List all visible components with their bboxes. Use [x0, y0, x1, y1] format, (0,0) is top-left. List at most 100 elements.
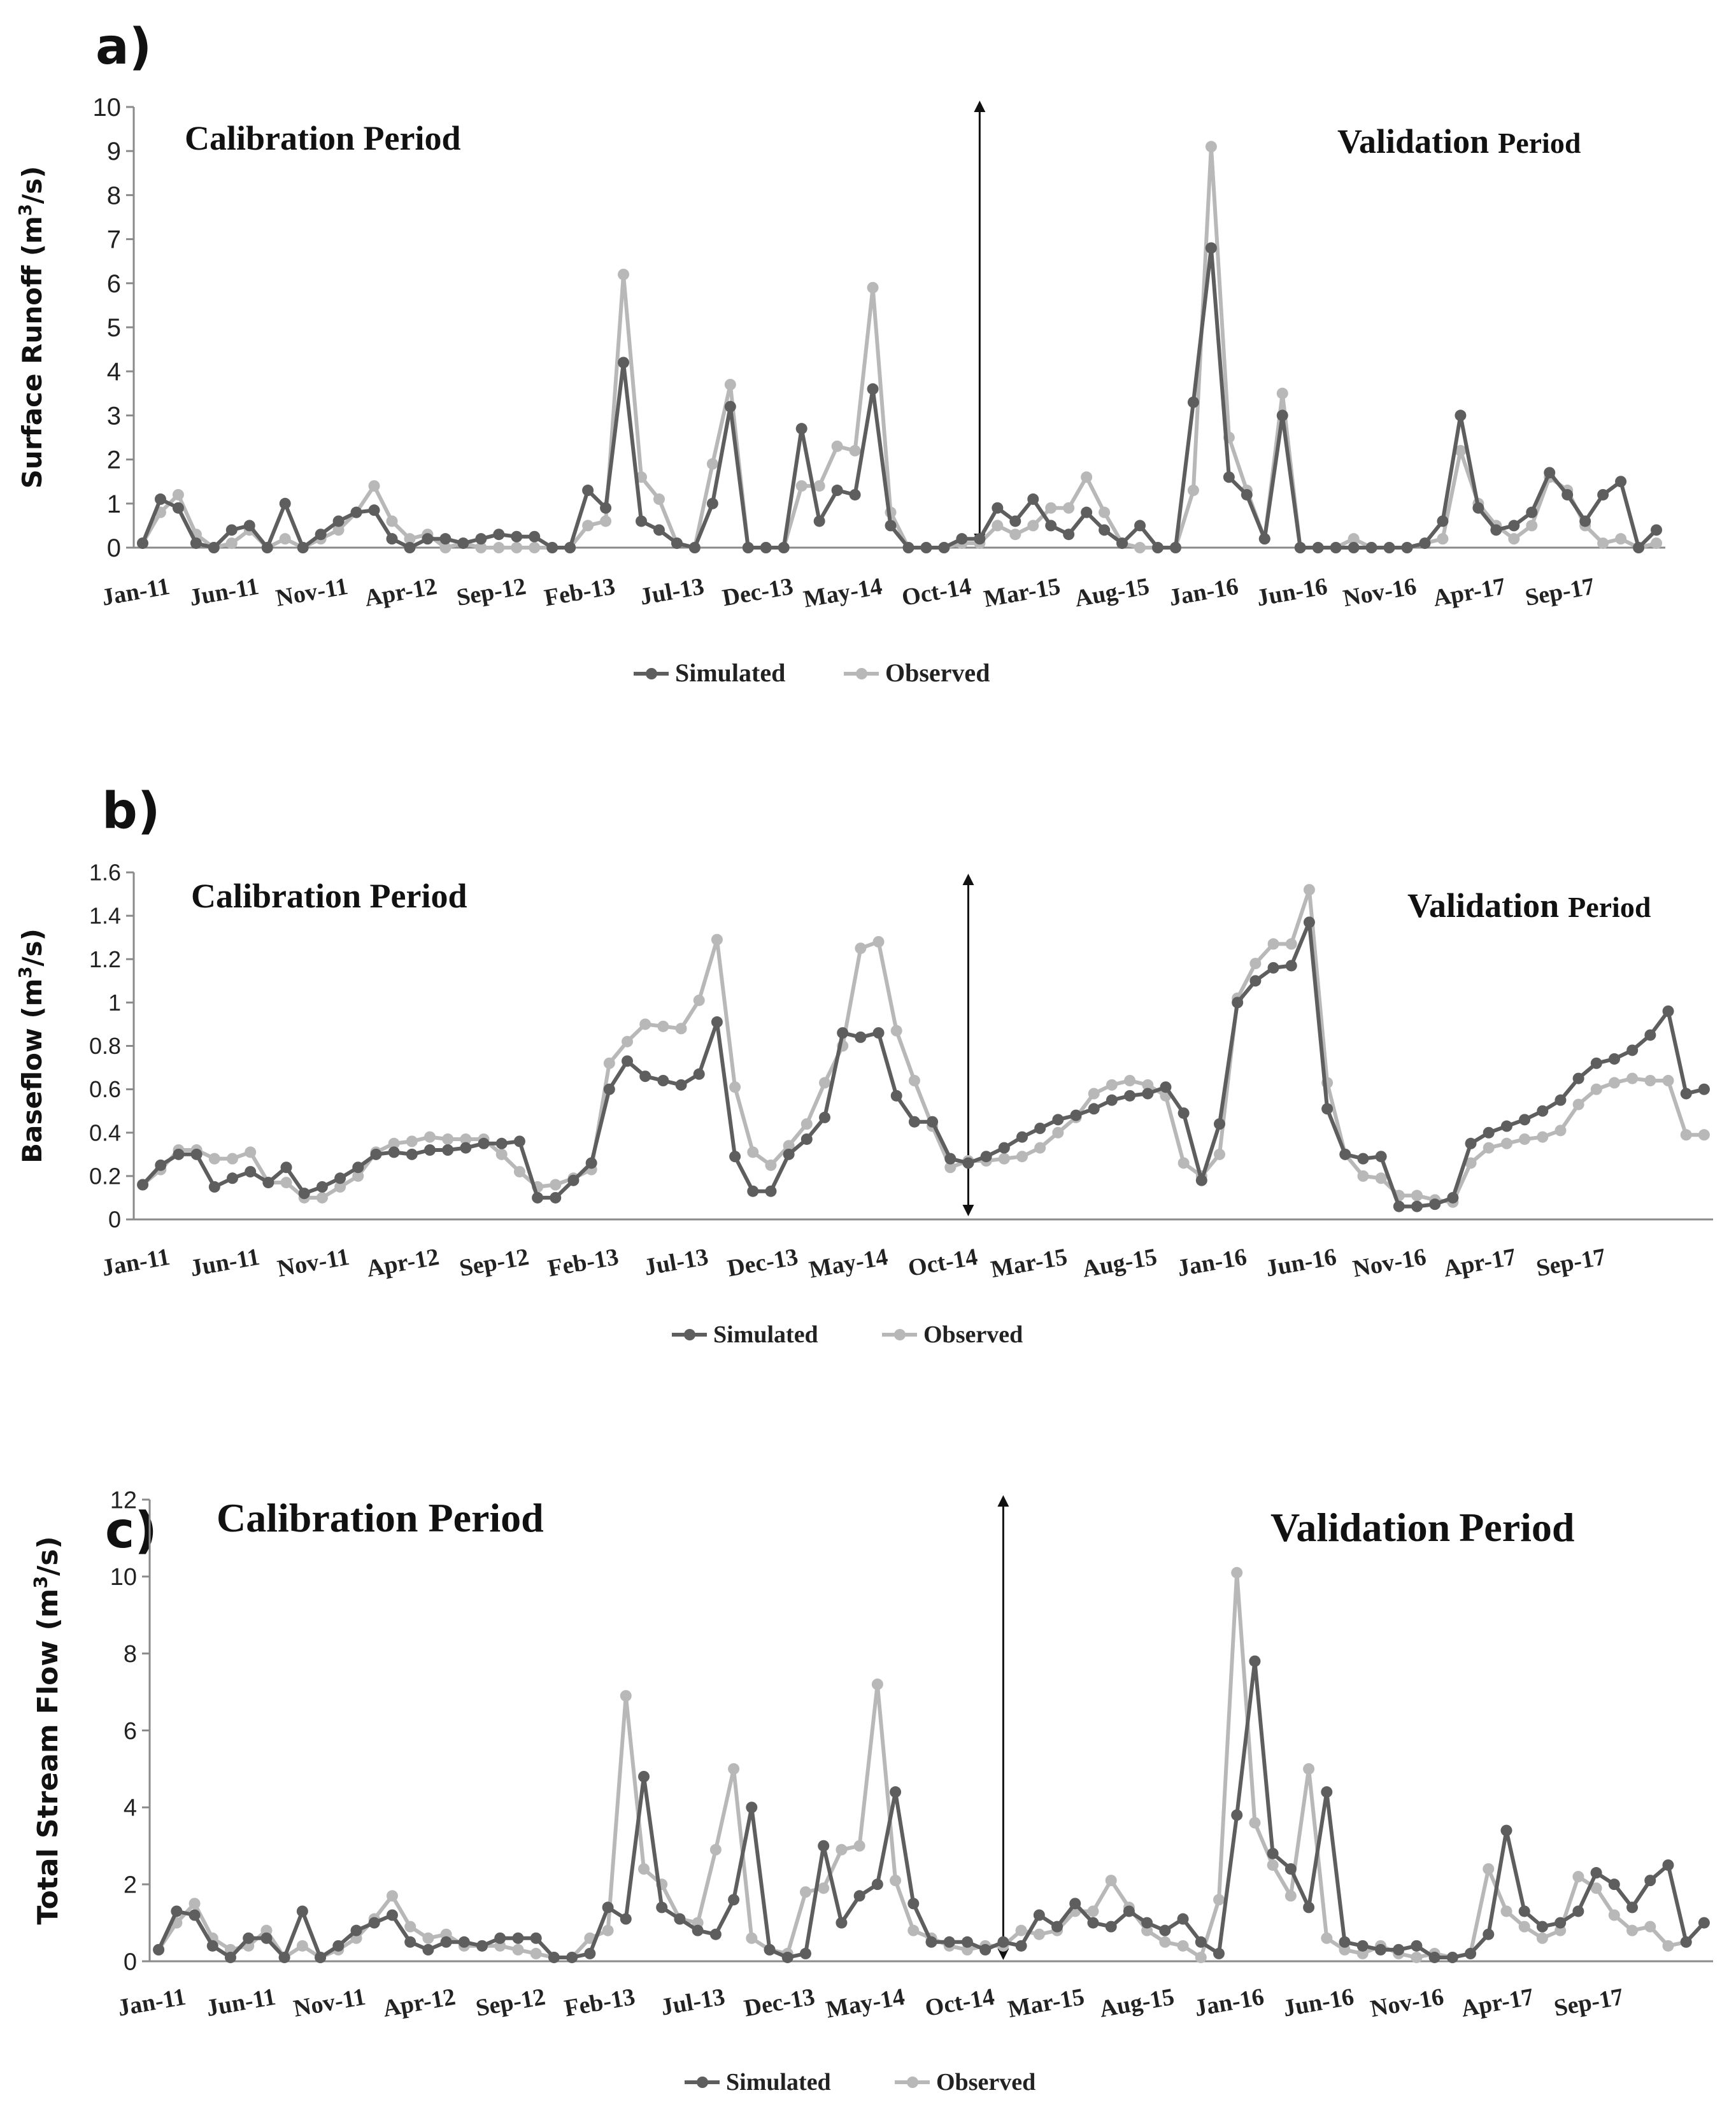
y-axis-title-main: Surface Runoff (m — [17, 216, 48, 488]
legend: Simulated Observed — [672, 1321, 1023, 1348]
data-point-simulated — [1051, 1921, 1064, 1933]
data-point-simulated — [600, 502, 612, 514]
data-point-simulated — [1483, 1126, 1495, 1139]
data-point-simulated — [1249, 1655, 1261, 1667]
data-point-simulated — [1187, 396, 1199, 408]
legend-swatch-marker — [684, 1329, 695, 1340]
data-point-simulated — [511, 530, 523, 543]
data-point-observed — [1519, 1133, 1531, 1145]
x-tick-label: Jun-11 — [188, 1244, 261, 1282]
data-point-observed — [1016, 1151, 1028, 1163]
data-point-observed — [1537, 1131, 1549, 1143]
data-point-simulated — [1536, 1921, 1548, 1933]
data-point-observed — [890, 1025, 902, 1037]
data-point-simulated — [962, 1157, 974, 1169]
data-point-simulated — [961, 1936, 973, 1948]
data-point-simulated — [190, 1148, 203, 1160]
data-point-observed — [1249, 1817, 1261, 1829]
y-tick-label: 6 — [124, 1718, 137, 1745]
data-point-observed — [1159, 1936, 1171, 1948]
period-word: Period — [1568, 891, 1651, 923]
y-axis-title-tail: /s) — [32, 1536, 64, 1575]
data-point-observed — [944, 1161, 957, 1174]
data-point-simulated — [1330, 542, 1342, 553]
data-point-simulated — [386, 1909, 398, 1921]
data-point-simulated — [927, 1116, 939, 1128]
validation-word: Validation — [1337, 122, 1489, 160]
calibration-period-label: Calibration Period — [185, 119, 460, 157]
data-point-simulated — [315, 1951, 327, 1963]
series-simulated — [136, 242, 1663, 553]
data-point-simulated — [243, 520, 255, 532]
x-tick-label: Jan-16 — [1193, 1984, 1266, 2022]
data-point-simulated — [352, 1161, 364, 1174]
data-point-observed — [1590, 1083, 1602, 1095]
data-point-observed — [296, 1940, 308, 1952]
data-point-observed — [693, 994, 705, 1006]
data-point-simulated — [1356, 1940, 1369, 1952]
data-point-observed — [1081, 471, 1093, 483]
data-point-simulated — [224, 1951, 236, 1963]
data-point-observed — [1572, 1871, 1584, 1883]
data-point-simulated — [709, 1928, 722, 1940]
panel-label: c) — [105, 1502, 157, 1559]
calibration-period-label: Calibration Period — [191, 877, 467, 915]
data-point-simulated — [819, 1111, 830, 1123]
x-tick-label: Apr-17 — [1441, 1244, 1518, 1282]
data-point-simulated — [332, 1940, 345, 1952]
data-point-simulated — [1099, 524, 1111, 536]
data-point-simulated — [476, 1940, 488, 1952]
data-point-simulated — [1045, 520, 1057, 532]
data-point-simulated — [1087, 1917, 1099, 1929]
data-point-observed — [475, 542, 487, 553]
data-point-simulated — [1169, 542, 1181, 553]
data-point-simulated — [153, 1943, 165, 1956]
data-point-simulated — [388, 1146, 400, 1158]
data-point-simulated — [1411, 1200, 1423, 1212]
data-point-simulated — [137, 1179, 149, 1191]
data-point-simulated — [1562, 488, 1574, 501]
x-tick-label: Nov-16 — [1351, 1244, 1428, 1283]
data-point-observed — [1662, 1075, 1674, 1086]
data-point-observed — [620, 1690, 632, 1702]
data-point-simulated — [638, 1771, 650, 1782]
data-point-simulated — [1375, 1151, 1387, 1163]
data-point-simulated — [260, 1932, 273, 1944]
series-observed — [153, 1566, 1692, 1963]
data-point-simulated — [1419, 537, 1431, 550]
data-point-simulated — [674, 1913, 686, 1925]
data-point-simulated — [1429, 1198, 1441, 1211]
legend-swatch-marker — [697, 2077, 708, 2088]
data-point-simulated — [1052, 1114, 1064, 1126]
x-tick-label: Sep-17 — [1534, 1244, 1607, 1282]
data-point-observed — [1500, 1137, 1512, 1149]
data-point-simulated — [728, 1894, 740, 1906]
data-point-simulated — [296, 1905, 308, 1917]
data-point-simulated — [997, 1936, 1009, 1948]
data-point-observed — [867, 281, 879, 294]
data-point-simulated — [938, 542, 950, 553]
y-tick-label: 9 — [107, 138, 121, 166]
y-tick-label: 2 — [124, 1871, 137, 1898]
data-point-observed — [1088, 1088, 1100, 1100]
data-point-observed — [495, 1148, 508, 1160]
data-point-simulated — [493, 529, 505, 541]
data-point-simulated — [657, 1075, 669, 1086]
data-point-simulated — [1680, 1936, 1692, 1948]
data-point-observed — [1483, 1142, 1495, 1154]
data-point-observed — [1015, 1924, 1027, 1936]
data-point-simulated — [729, 1151, 741, 1163]
data-point-simulated — [1088, 1103, 1100, 1115]
data-point-observed — [1662, 1940, 1674, 1952]
data-point-observed — [890, 1875, 902, 1887]
x-tick-label: Dec-13 — [742, 1984, 816, 2022]
data-point-simulated — [513, 1135, 525, 1147]
data-point-simulated — [494, 1932, 506, 1944]
x-tick-label: Nov-11 — [275, 1244, 352, 1282]
data-point-simulated — [885, 520, 897, 532]
data-point-observed — [404, 1921, 416, 1933]
data-point-observed — [1195, 1951, 1207, 1963]
data-point-simulated — [992, 502, 1004, 514]
data-point-observed — [711, 934, 723, 946]
data-point-simulated — [1321, 1786, 1333, 1798]
